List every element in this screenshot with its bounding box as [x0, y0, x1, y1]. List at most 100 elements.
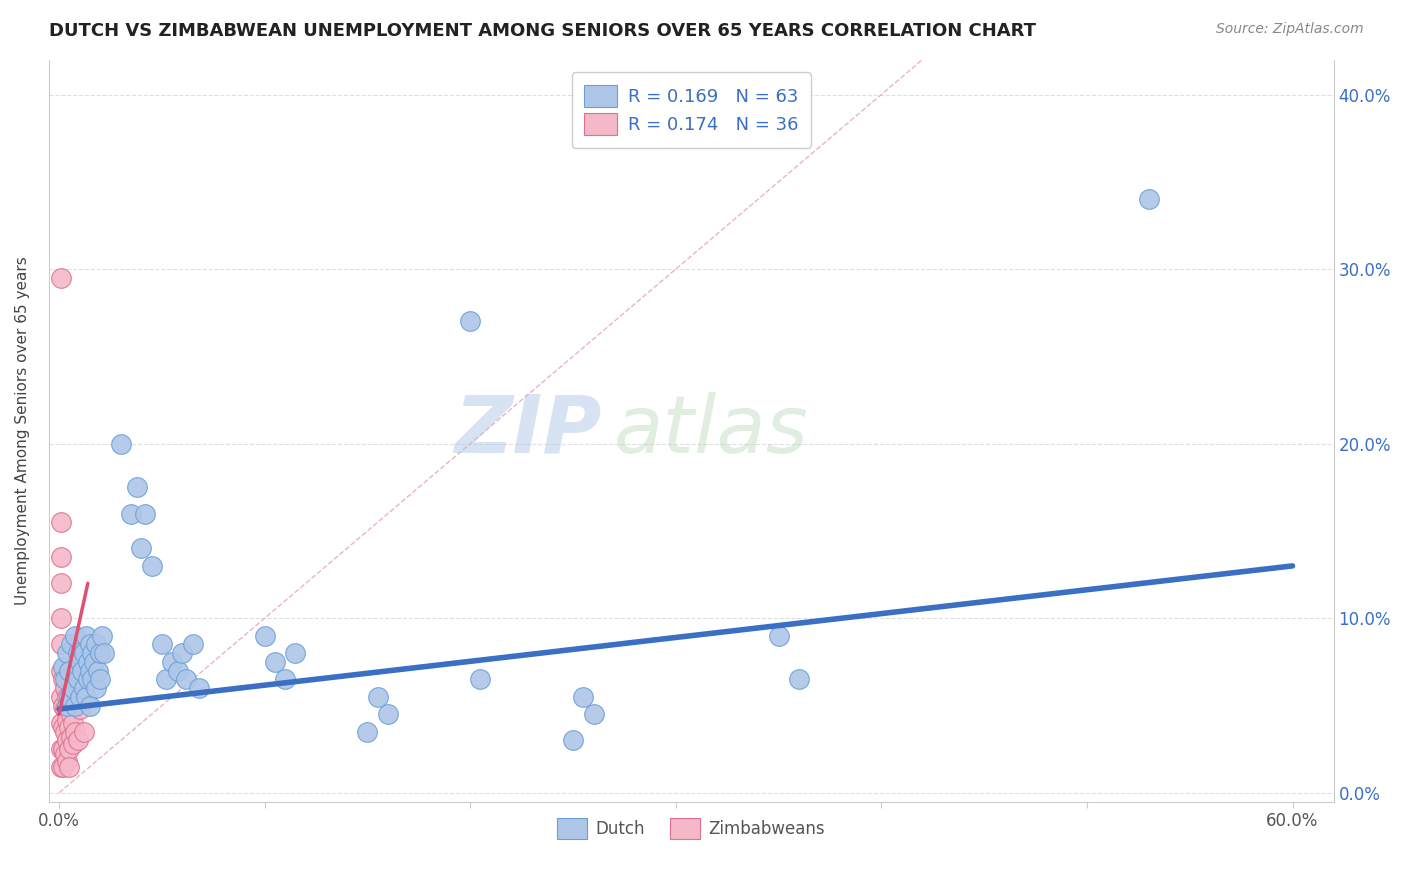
Point [167, 664, 190, 678]
Point [582, 707, 605, 722]
Point [79, 664, 101, 678]
Point [49, 515, 72, 529]
Point [150, 637, 173, 651]
Point [58, 698, 80, 713]
Point [787, 673, 810, 687]
Point [53, 747, 76, 762]
Point [49, 742, 72, 756]
Point [49, 759, 72, 773]
Point [79, 637, 101, 651]
Point [52, 759, 75, 773]
Point [84, 637, 107, 651]
Point [768, 629, 790, 643]
Point [60, 637, 83, 651]
Point [62, 716, 84, 731]
Point [73, 646, 96, 660]
Point [80, 646, 103, 660]
Point [62, 681, 84, 695]
Point [53, 673, 76, 687]
Point [134, 507, 156, 521]
Point [58, 664, 80, 678]
Point [89, 646, 111, 660]
Point [49, 576, 72, 591]
Point [69, 702, 91, 716]
Point [75, 629, 97, 643]
Point [91, 629, 114, 643]
Point [49, 611, 72, 625]
Point [49, 716, 72, 731]
Point [52, 719, 75, 733]
Point [155, 673, 177, 687]
Point [160, 655, 183, 669]
Point [176, 673, 198, 687]
Point [264, 655, 287, 669]
Point [49, 664, 72, 678]
Point [110, 436, 132, 450]
Point [73, 681, 96, 695]
Point [56, 698, 79, 713]
Point [53, 724, 76, 739]
Point [49, 550, 72, 565]
Point [60, 707, 83, 722]
Point [66, 733, 89, 747]
Text: DUTCH VS ZIMBABWEAN UNEMPLOYMENT AMONG SENIORS OVER 65 YEARS CORRELATION CHART: DUTCH VS ZIMBABWEAN UNEMPLOYMENT AMONG S… [49, 22, 1036, 40]
Point [49, 690, 72, 704]
Point [56, 690, 79, 704]
Point [49, 270, 72, 285]
Point [53, 681, 76, 695]
Point [120, 507, 142, 521]
Point [70, 664, 93, 678]
Point [58, 759, 80, 773]
Point [253, 629, 276, 643]
Point [572, 690, 595, 704]
Legend: Dutch, Zimbabweans: Dutch, Zimbabweans [551, 812, 832, 846]
Point [89, 673, 111, 687]
Point [60, 730, 83, 744]
Point [129, 541, 152, 556]
Point [52, 673, 75, 687]
Point [52, 660, 75, 674]
Point [284, 646, 307, 660]
Point [1137, 192, 1160, 206]
Point [53, 702, 76, 716]
Text: ZIP: ZIP [454, 392, 602, 469]
Point [84, 681, 107, 695]
Point [66, 646, 89, 660]
Point [69, 690, 91, 704]
Point [87, 664, 110, 678]
Point [470, 673, 492, 687]
Point [58, 719, 80, 733]
Point [73, 724, 96, 739]
Point [141, 558, 163, 573]
Point [274, 673, 297, 687]
Point [377, 707, 399, 722]
Point [58, 742, 80, 756]
Point [69, 655, 91, 669]
Point [56, 733, 79, 747]
Point [49, 637, 72, 651]
Point [75, 690, 97, 704]
Y-axis label: Unemployment Among Seniors over 65 years: Unemployment Among Seniors over 65 years [15, 256, 30, 605]
Point [62, 737, 84, 751]
Point [66, 673, 89, 687]
Point [56, 755, 79, 769]
Point [93, 646, 115, 660]
Point [367, 690, 389, 704]
Point [172, 646, 194, 660]
Point [80, 673, 103, 687]
Text: Source: ZipAtlas.com: Source: ZipAtlas.com [1216, 22, 1364, 37]
Point [83, 655, 105, 669]
Point [58, 690, 80, 704]
Point [79, 698, 101, 713]
Point [65, 629, 87, 643]
Point [187, 681, 209, 695]
Point [56, 646, 79, 660]
Point [181, 637, 204, 651]
Point [76, 673, 98, 687]
Point [65, 724, 87, 739]
Point [56, 713, 79, 727]
Point [65, 698, 87, 713]
Point [127, 480, 149, 494]
Point [76, 655, 98, 669]
Point [52, 742, 75, 756]
